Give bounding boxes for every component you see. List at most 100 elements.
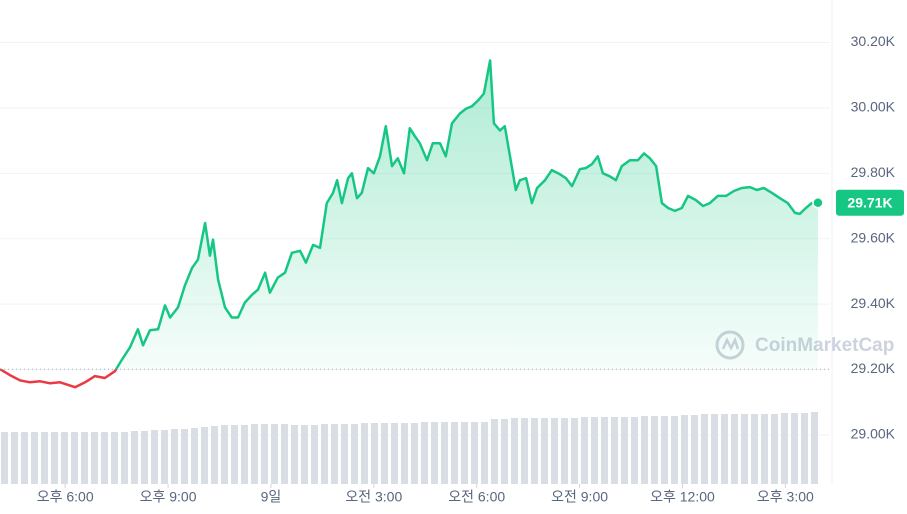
volume-bar (211, 426, 218, 484)
volume-bar (271, 424, 278, 484)
volume-bar (91, 432, 98, 484)
volume-bar (481, 422, 488, 484)
y-tick-label: 29.20K (851, 360, 896, 376)
volume-bar (591, 417, 598, 484)
volume-bar (101, 432, 108, 484)
volume-bar (741, 414, 748, 484)
x-tick-label: 오후 3:00 (757, 489, 814, 505)
volume-bar (281, 424, 288, 484)
volume-bar (661, 416, 668, 484)
last-point (812, 197, 824, 209)
volume-bar (561, 418, 568, 484)
volume-bar (691, 415, 698, 484)
volume-bar (151, 430, 158, 484)
volume-bar (721, 414, 728, 484)
volume-bar (361, 423, 368, 484)
volume-bar (791, 413, 798, 484)
y-tick-label: 29.00K (851, 426, 896, 442)
volume-bar (81, 432, 88, 484)
volume-bar (641, 416, 648, 484)
volume-bar (431, 422, 438, 484)
volume-bar (531, 418, 538, 484)
volume-bar (501, 419, 508, 484)
volume-bar (141, 431, 148, 484)
volume-bar (541, 418, 548, 484)
volume-bar (131, 431, 138, 484)
volume-bar (1, 432, 8, 484)
volume-bar (601, 417, 608, 484)
volume-bar (301, 425, 308, 484)
volume-bar (321, 424, 328, 484)
volume-bar (781, 413, 788, 484)
price-area (0, 60, 818, 370)
volume-bar (571, 418, 578, 484)
volume-bar (621, 417, 628, 484)
volume-bar (631, 417, 638, 484)
volume-bar (801, 413, 808, 484)
volume-bar (671, 416, 678, 484)
y-tick-label: 29.60K (851, 229, 896, 245)
volume-bar (221, 425, 228, 484)
volume-bar (511, 418, 518, 484)
volume-bar (191, 428, 198, 484)
volume-bar (701, 414, 708, 484)
volume-bar (391, 423, 398, 484)
volume-bar (681, 415, 688, 484)
volume-bar (491, 419, 498, 484)
current-price-badge (836, 189, 904, 216)
x-tick-label: 오전 6:00 (448, 489, 505, 505)
volume-bar (731, 414, 738, 484)
volume-bar (241, 425, 248, 484)
volume-bar (231, 425, 238, 484)
volume-bar (551, 418, 558, 484)
y-tick-label: 29.80K (851, 164, 896, 180)
volume-bar (441, 422, 448, 484)
volume-bar (311, 425, 318, 484)
volume-bar (711, 414, 718, 484)
volume-bar (331, 424, 338, 484)
volume-bar (461, 422, 468, 484)
volume-bar (111, 432, 118, 484)
x-tick-label: 오전 3:00 (345, 489, 402, 505)
x-tick-label: 오후 6:00 (37, 489, 94, 505)
volume-bar (51, 432, 58, 484)
volume-bar (11, 432, 18, 484)
volume-bar (31, 432, 38, 484)
y-tick-label: 29.40K (851, 295, 896, 311)
volume-bar (411, 423, 418, 484)
volume-bar (421, 422, 428, 484)
volume-bar (71, 432, 78, 484)
volume-bars (1, 412, 818, 484)
current-price-label: 29.71K (847, 194, 892, 210)
volume-bar (811, 412, 818, 484)
volume-bar (401, 423, 408, 484)
x-tick-label: 오후 9:00 (140, 489, 197, 505)
x-tick-label: 오전 9:00 (551, 489, 608, 505)
x-tick-label: 오후 12:00 (650, 489, 715, 505)
volume-bar (611, 417, 618, 484)
volume-bar (261, 424, 268, 484)
volume-bar (751, 414, 758, 484)
volume-bar (121, 432, 128, 484)
volume-bar (371, 423, 378, 484)
y-tick-label: 30.20K (851, 33, 896, 49)
volume-bar (471, 422, 478, 484)
volume-bar (521, 418, 528, 484)
volume-bar (201, 427, 208, 484)
volume-bar (41, 432, 48, 484)
volume-bar (761, 414, 768, 484)
volume-bar (651, 416, 658, 484)
volume-bar (581, 417, 588, 484)
axes: 29.00K 29.20K 29.40K 29.60K 29.80K 30.00K 30.2… (37, 33, 904, 505)
volume-bar (251, 424, 258, 484)
volume-bar (181, 429, 188, 484)
volume-bar (771, 414, 778, 484)
volume-bar (21, 432, 28, 484)
price-series (0, 59, 830, 389)
volume-bar (171, 429, 178, 484)
volume-bar (341, 424, 348, 484)
volume-bar (451, 422, 458, 484)
volume-bar (381, 423, 388, 484)
